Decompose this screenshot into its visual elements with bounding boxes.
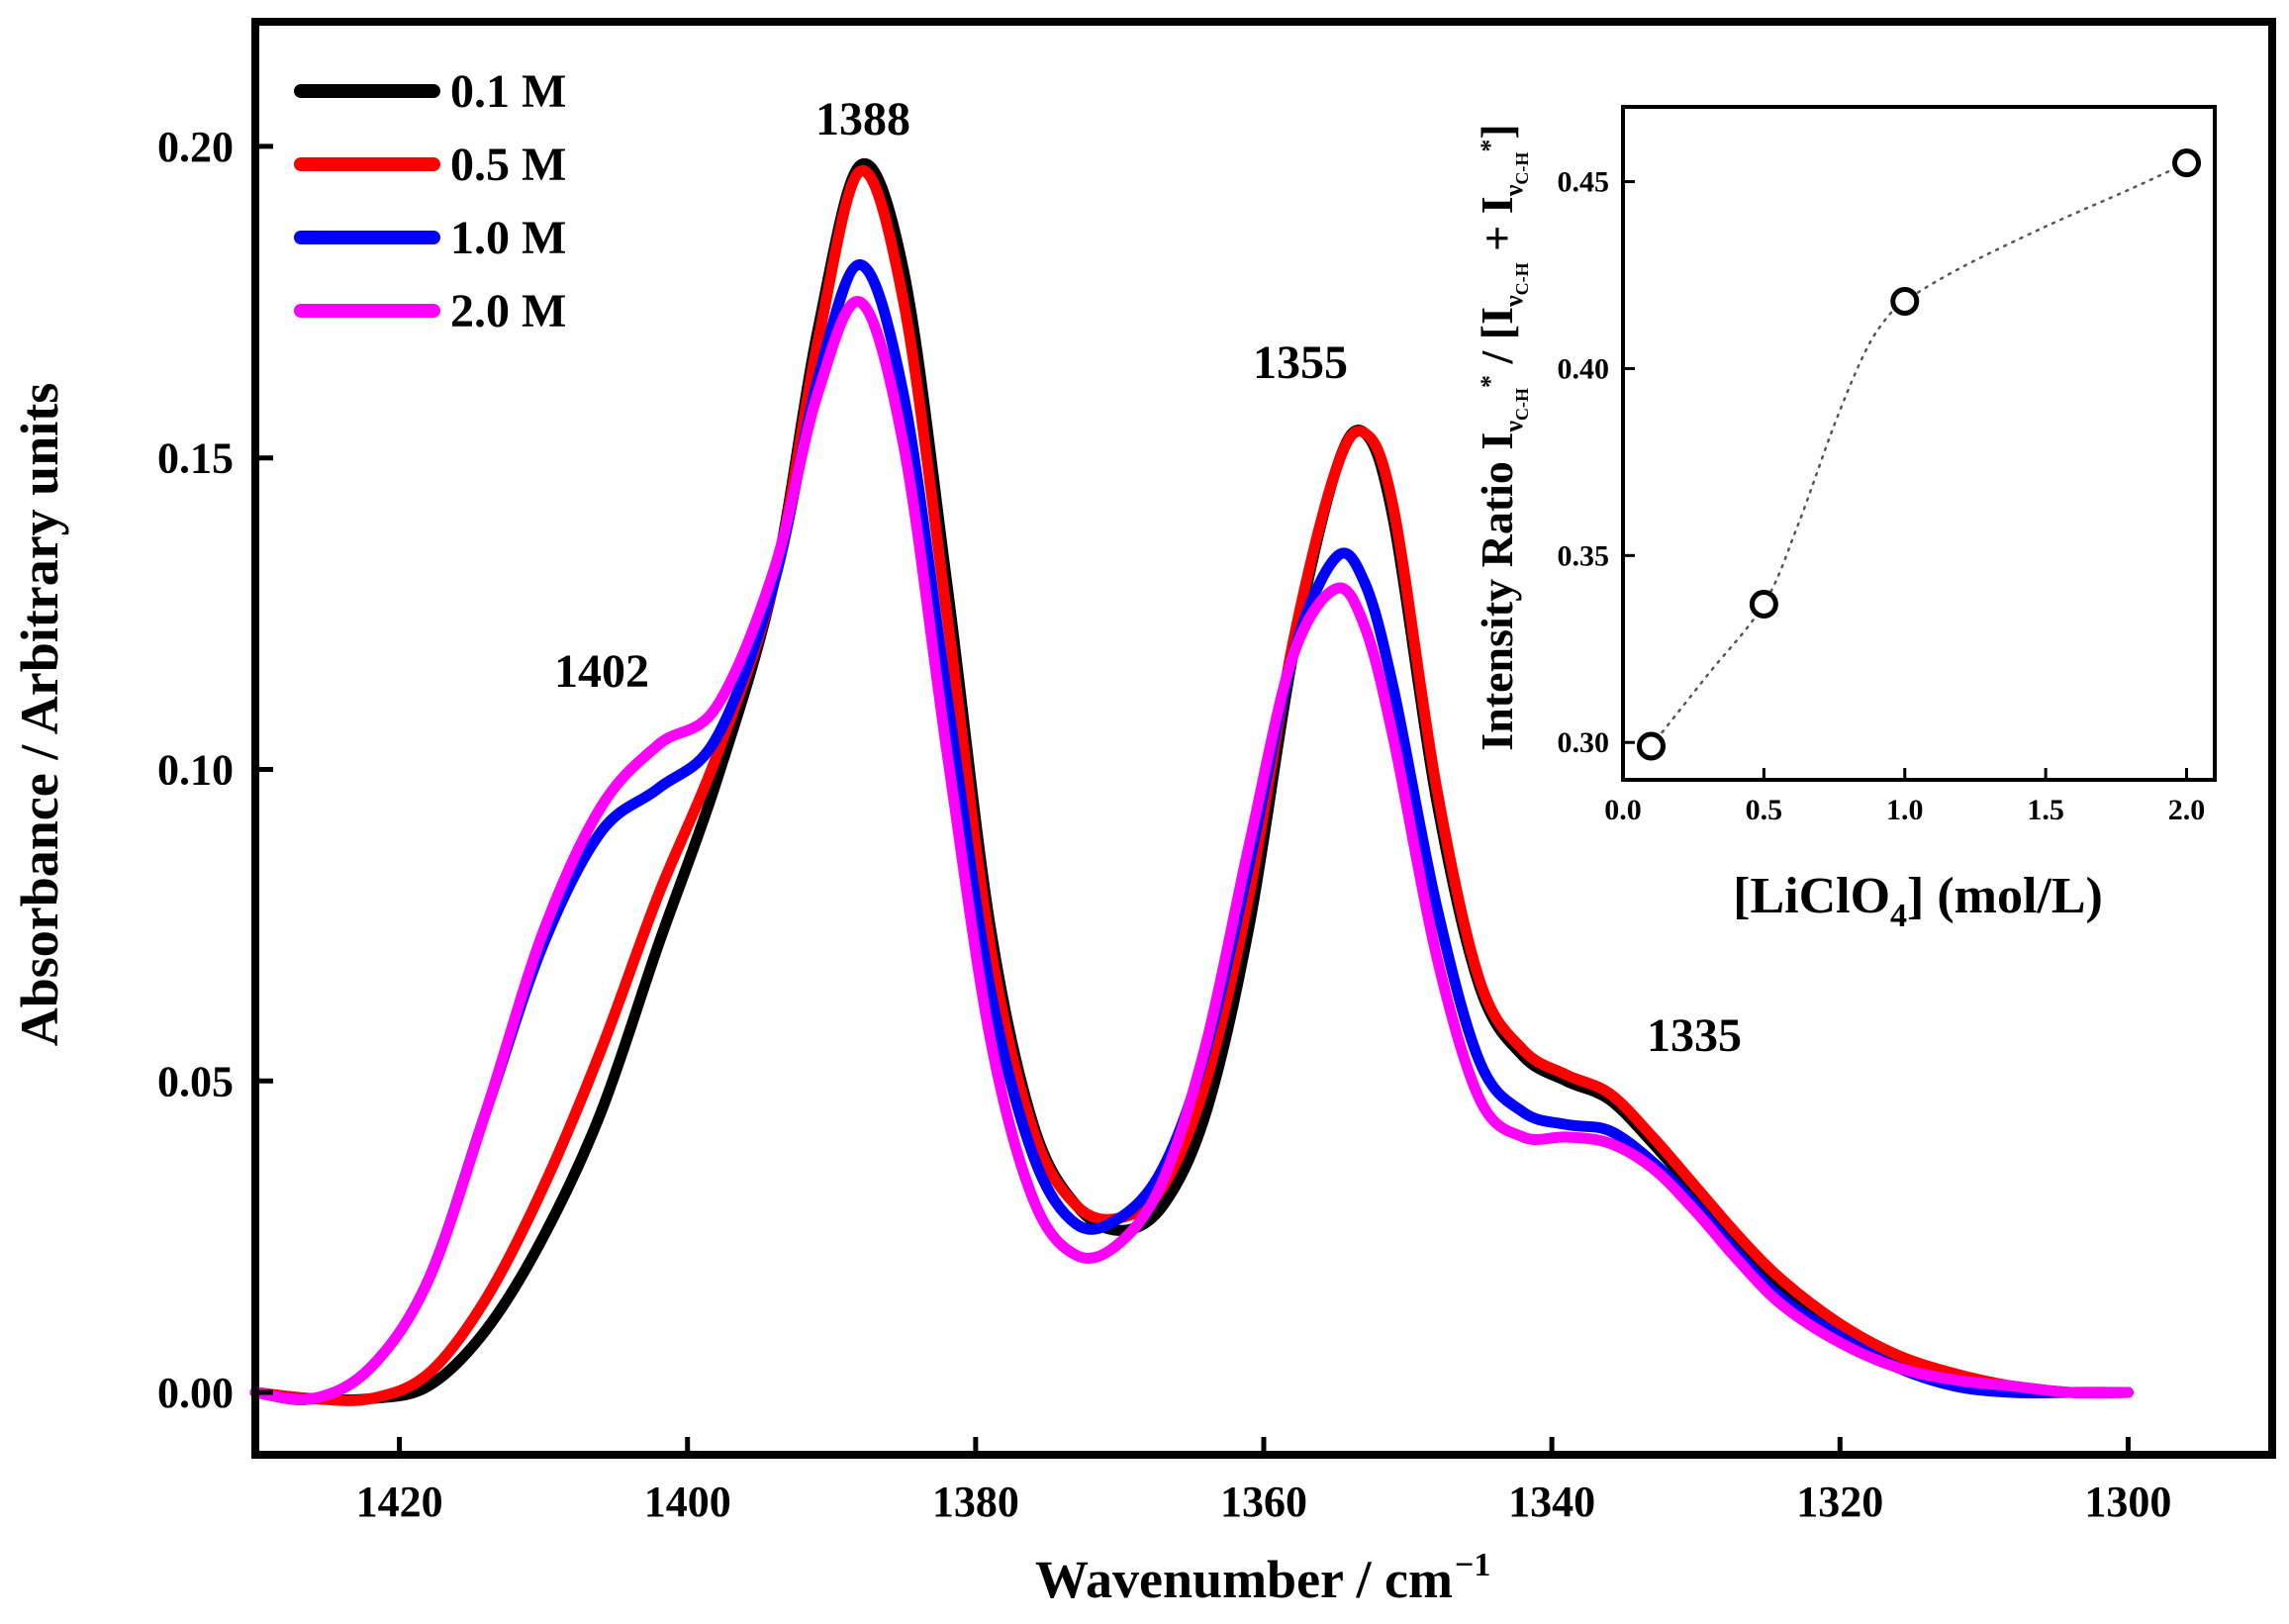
main-x-tick-label: 1320 [1796, 1478, 1883, 1526]
main-y-tick-label: 0.00 [157, 1369, 234, 1417]
legend-label-2-0-m: 2.0 M [450, 285, 566, 337]
inset-y-title-text-1: Intensity Ratio I [1472, 432, 1522, 751]
inset-y-title-text-2: / [I [1472, 307, 1522, 375]
main-y-tick-label: 0.15 [157, 434, 234, 483]
main-x-axis-ticks: 1420 1400 1380 1360 1340 1320 1300 [356, 1437, 2171, 1526]
main-x-tick-label: 1420 [356, 1478, 443, 1526]
inset-chart: 0.30 0.35 0.40 0.45 0.0 0.5 1.0 1.5 2.0 [LiClO4… [1472, 105, 2217, 934]
inset-y-title-text-3: + I [1472, 196, 1522, 262]
main-x-tick-label: 1380 [932, 1478, 1019, 1526]
inset-x-tick-label: 0.5 [1746, 794, 1783, 826]
main-y-tick-label: 0.10 [157, 745, 234, 794]
peak-label-1335: 1335 [1647, 1009, 1742, 1062]
inset-y-tick-label: 0.35 [1558, 539, 1610, 572]
inset-y-title-nu-3: ν [1499, 184, 1528, 197]
inset-x-title-subscript: 4 [1890, 898, 1907, 934]
main-chart: 0.00 0.05 0.10 0.15 0.20 1420 1400 1380 1360 134… [10, 18, 2276, 1609]
inset-data-point [1890, 286, 1920, 316]
inset-x-axis-ticks: 0.0 0.5 1.0 1.5 2.0 [1604, 768, 2205, 826]
inset-y-tick-label: 0.40 [1558, 352, 1610, 385]
inset-y-title-text-4: ] [1472, 124, 1522, 139]
inset-y-title-sub-3: C-H [1512, 152, 1532, 185]
inset-plot-frame [1621, 105, 2217, 782]
inset-y-tick-label: 0.45 [1558, 166, 1610, 199]
main-y-tick-label: 0.20 [157, 123, 234, 171]
inset-y-title-star-2: * [1476, 140, 1504, 152]
inset-guide-curve [1650, 161, 2188, 748]
legend-label-0-5-m: 0.5 M [450, 139, 566, 191]
inset-x-tick-label: 2.0 [2168, 794, 2206, 826]
legend-label-0-1-m: 0.1 M [450, 65, 566, 118]
inset-data-point [2172, 148, 2202, 178]
inset-points-group [1636, 148, 2202, 761]
inset-y-axis-ticks: 0.30 0.35 0.40 0.45 [1558, 166, 1635, 759]
peak-label-1388: 1388 [815, 93, 910, 145]
inset-y-title-nu-2: ν [1499, 295, 1528, 308]
inset-x-tick-label: 1.0 [1886, 794, 1924, 826]
main-x-tick-label: 1300 [2084, 1478, 2171, 1526]
series-line-2-0-m [249, 296, 2134, 1405]
inset-y-title-star-1: * [1476, 375, 1504, 388]
inset-x-title-part-1: [LiClO [1733, 868, 1890, 924]
peak-label-1402: 1402 [554, 645, 649, 698]
inset-data-point [1749, 589, 1778, 619]
main-y-tick-label: 0.05 [157, 1057, 234, 1105]
inset-y-title-sub-1: C-H [1512, 388, 1532, 421]
peak-label-1355: 1355 [1253, 336, 1348, 389]
main-series-group [249, 157, 2134, 1406]
inset-x-tick-label: 1.5 [2027, 794, 2064, 826]
main-x-axis-title-superscript: −1 [1455, 1547, 1490, 1583]
inset-data-point [1636, 731, 1666, 761]
inset-guide-curve-group [1650, 161, 2188, 748]
inset-y-axis-title: Intensity Ratio IνC-H* / [IνC-H + IνC-H*… [1472, 124, 1532, 750]
inset-background [1623, 107, 2215, 780]
inset-y-title-nu-1: ν [1499, 421, 1528, 433]
inset-x-title-part-2: ] (mol/L) [1907, 868, 2103, 924]
main-y-axis-title: Absorbance / Arbitrary units [10, 383, 69, 1047]
inset-y-tick-label: 0.30 [1558, 726, 1610, 759]
main-x-tick-label: 1340 [1508, 1478, 1595, 1526]
inset-x-tick-label: 0.0 [1604, 794, 1642, 826]
inset-y-title-sub-2: C-H [1512, 262, 1532, 295]
legend: 0.1 M 0.5 M 1.0 M 2.0 M [294, 65, 566, 337]
legend-label-1-0-m: 1.0 M [450, 212, 566, 264]
inset-x-axis-title: [LiClO4] (mol/L) [1733, 868, 2103, 934]
main-x-tick-label: 1400 [644, 1478, 731, 1526]
main-x-tick-label: 1360 [1220, 1478, 1307, 1526]
main-x-axis-title: Wavenumber / cm [1035, 1550, 1453, 1609]
main-y-axis-ticks: 0.00 0.05 0.10 0.15 0.20 [157, 123, 273, 1417]
